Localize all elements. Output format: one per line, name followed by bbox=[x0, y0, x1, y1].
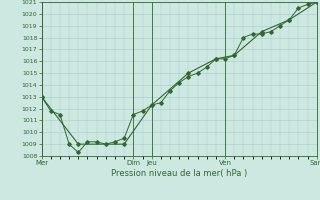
X-axis label: Pression niveau de la mer( hPa ): Pression niveau de la mer( hPa ) bbox=[111, 169, 247, 178]
